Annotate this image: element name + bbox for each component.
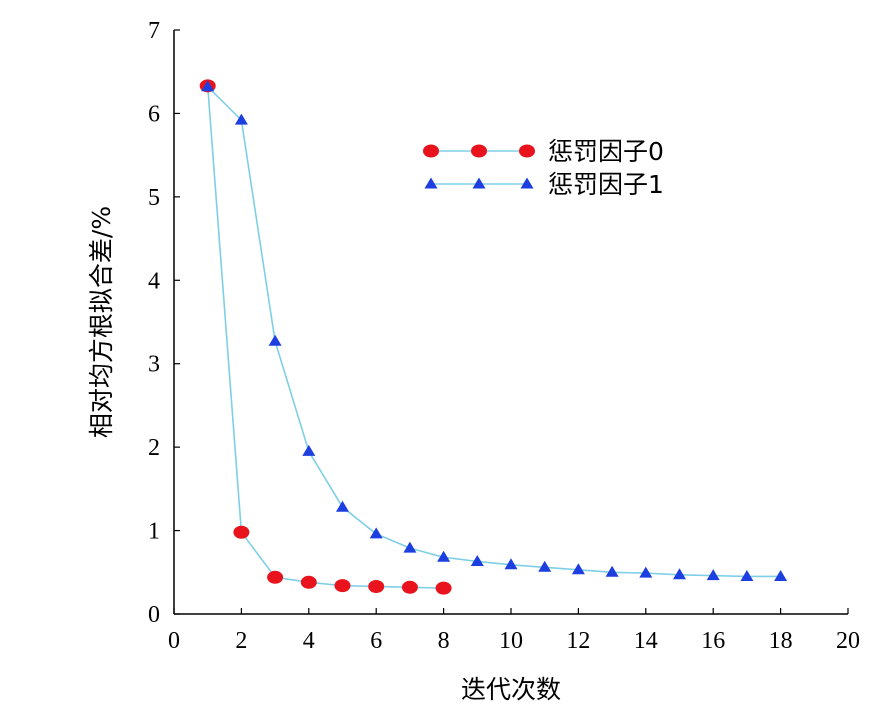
x-tick-label: 0: [168, 628, 180, 654]
series-0: [199, 79, 452, 595]
y-tick-label: 1: [148, 519, 160, 545]
legend-marker-circle: [519, 144, 535, 158]
data-point-triangle: [639, 566, 653, 578]
y-tick-label: 6: [148, 101, 160, 127]
series-layer: [199, 79, 788, 595]
data-point-triangle: [234, 113, 248, 125]
series-line-0: [206, 85, 444, 589]
axes: [173, 30, 848, 615]
data-point-triangle: [403, 541, 417, 553]
legend-label-series-1: 惩罚因子1: [548, 170, 664, 199]
x-tick-label: 12: [566, 628, 590, 654]
y-ticks: 0 1 2 3 4 5 6 7: [148, 18, 180, 628]
data-point-circle: [267, 570, 284, 584]
y-tick-label: 2: [148, 435, 160, 461]
x-axis-title: 迭代次数: [461, 675, 561, 704]
y-tick-label: 3: [148, 352, 160, 378]
y-tick-label: 4: [148, 268, 160, 294]
x-tick-label: 4: [303, 628, 315, 654]
legend-label-series-0: 惩罚因子0: [548, 137, 664, 166]
data-point-triangle: [538, 560, 552, 572]
legend-marker-triangle: [520, 177, 534, 189]
data-point-triangle: [706, 569, 720, 581]
x-tick-label: 2: [235, 628, 247, 654]
data-point-triangle: [268, 334, 282, 346]
legend-item-series-1: 惩罚因子1: [424, 170, 664, 199]
data-point-triangle: [336, 500, 349, 512]
legend-marker-triangle: [424, 177, 438, 189]
x-tick-label: 10: [499, 628, 523, 654]
data-point-circle: [401, 580, 418, 594]
legend-item-series-0: 惩罚因子0: [423, 137, 664, 166]
data-point-triangle: [504, 558, 518, 570]
data-point-triangle: [302, 444, 316, 456]
data-point-triangle: [774, 569, 788, 581]
data-point-circle: [368, 579, 385, 593]
legend-marker-circle: [423, 144, 439, 158]
data-point-circle: [334, 579, 351, 593]
x-tick-label: 16: [701, 628, 725, 654]
x-tick-label: 6: [370, 628, 382, 654]
data-point-triangle: [201, 80, 215, 92]
data-point-triangle: [740, 569, 754, 581]
legend: 惩罚因子0 惩罚因子1: [423, 137, 664, 199]
data-point-triangle: [470, 554, 484, 566]
data-point-triangle: [571, 563, 585, 575]
data-point-triangle: [673, 568, 686, 580]
legend-marker-circle: [471, 144, 487, 158]
data-point-circle: [435, 581, 452, 595]
y-tick-label: 7: [148, 18, 160, 44]
series-line-1: [207, 86, 781, 578]
data-point-circle: [233, 525, 250, 539]
x-tick-label: 18: [769, 628, 793, 654]
series-1: [201, 80, 788, 581]
x-tick-label: 20: [836, 628, 860, 654]
data-point-circle: [300, 575, 317, 589]
legend-marker-triangle: [472, 177, 486, 189]
data-point-triangle: [605, 565, 619, 577]
x-tick-label: 8: [438, 628, 450, 654]
y-tick-label: 0: [148, 602, 160, 628]
data-point-triangle: [369, 527, 383, 539]
y-axis-title: 相对均方根拟合差/%: [87, 206, 116, 438]
x-ticks: 0 2 4 6 8 10 12 14 16 18 20: [168, 608, 860, 654]
y-tick-label: 5: [148, 185, 160, 211]
data-point-triangle: [437, 550, 451, 562]
x-tick-label: 14: [634, 628, 658, 654]
